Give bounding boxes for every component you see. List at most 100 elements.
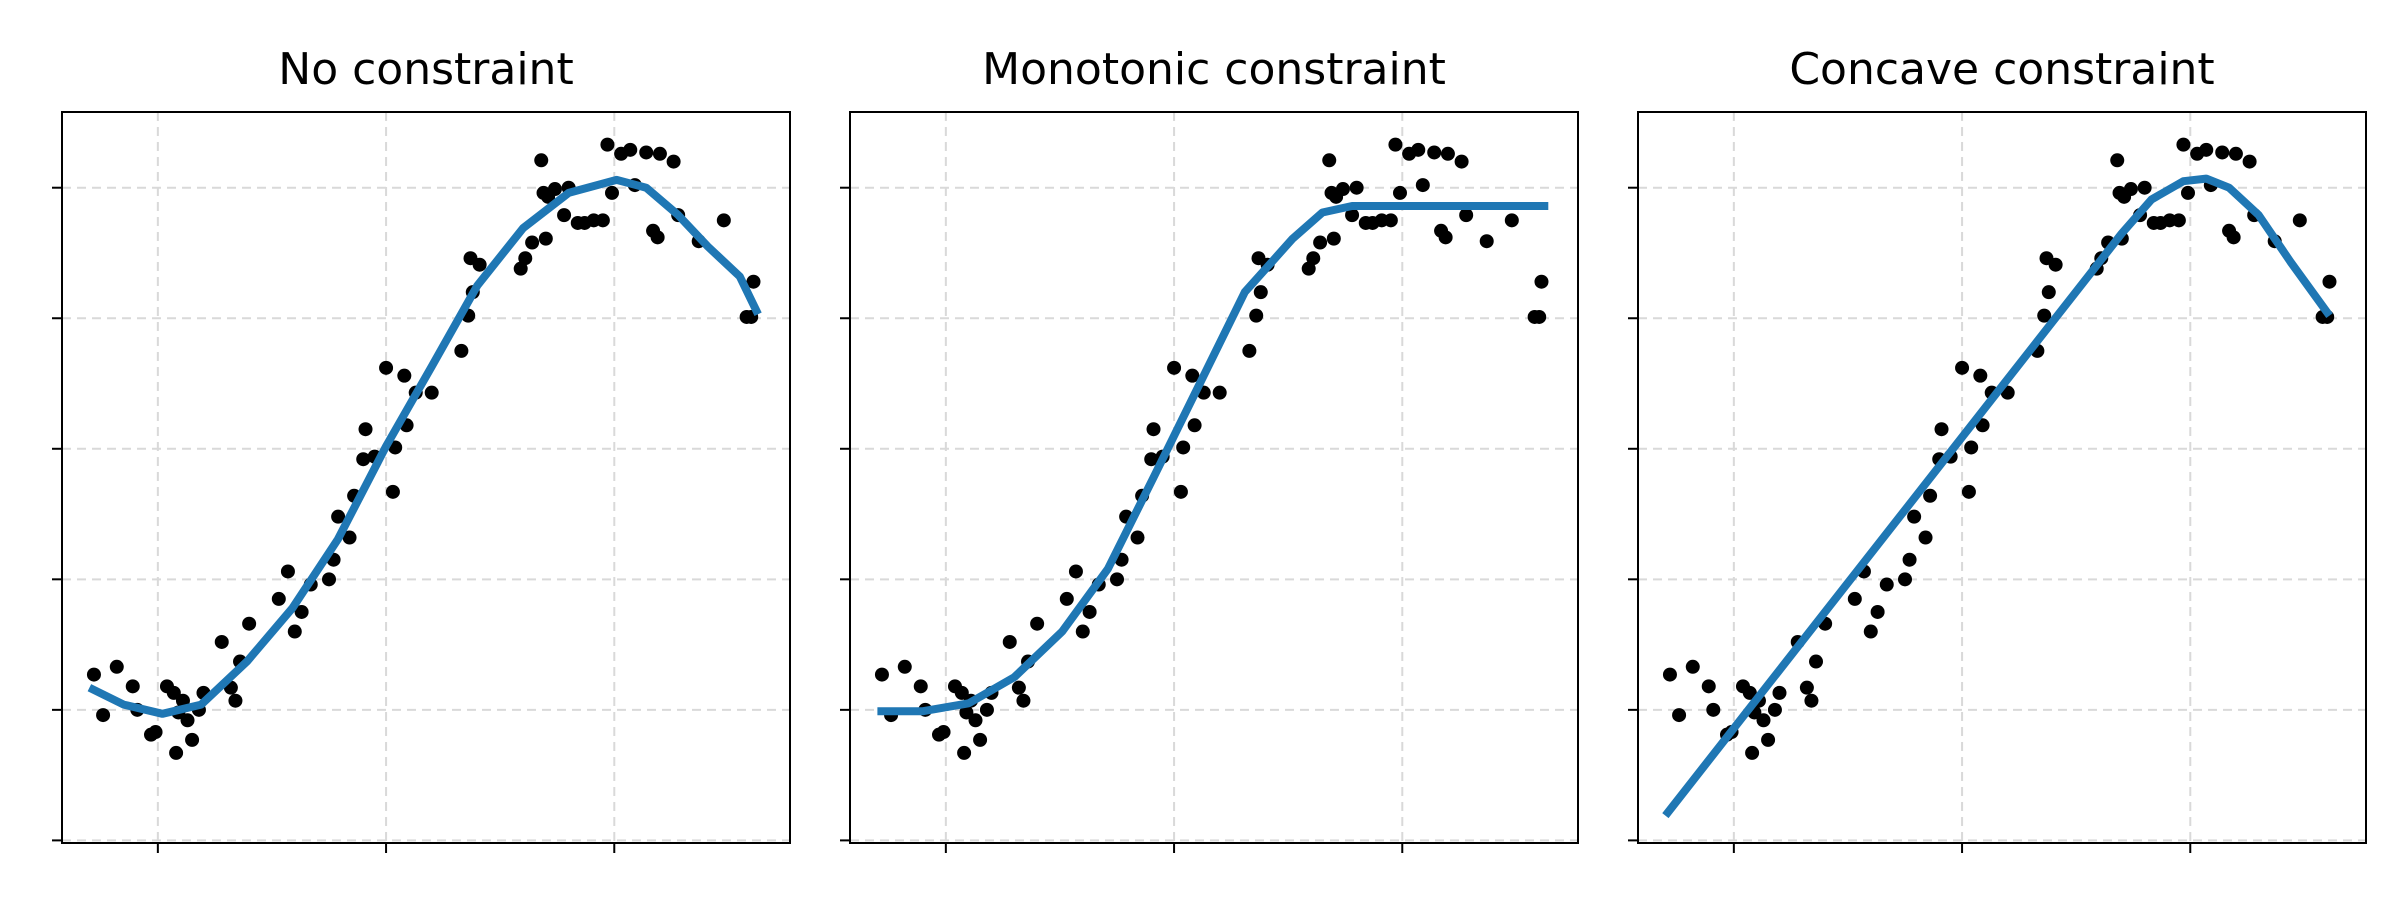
data-point [1345,208,1360,223]
data-point [1326,231,1341,246]
panel: No constraint [52,44,791,853]
data-point [1847,591,1862,606]
data-point [1306,251,1321,266]
data-point [979,702,994,717]
data-point [322,572,337,587]
data-point [385,484,400,499]
data-point [1167,360,1182,375]
data-point [1706,702,1721,717]
data-point [534,153,549,168]
panel-title: Concave constraint [1789,44,2214,95]
data-point [1253,285,1268,300]
data-point [1973,368,1988,383]
data-point [1534,274,1549,289]
data-point [228,693,243,708]
data-point [652,146,667,161]
data-point [1185,368,1200,383]
panel: Concave constraint [1628,44,2367,853]
data-point [874,667,889,682]
data-point [1479,234,1494,249]
data-point [1440,146,1455,161]
data-point [1388,137,1403,152]
data-point [959,705,974,720]
data-point [1918,530,1933,545]
data-point [1454,154,1469,169]
data-point [1146,422,1161,437]
fit-line [87,175,762,718]
fit-line [1662,174,2333,819]
data-point [1672,708,1687,723]
data-point [358,422,373,437]
data-point [1059,591,1074,606]
data-point [2228,146,2243,161]
data-point [1144,452,1159,467]
data-point [595,213,610,228]
data-point [242,616,257,631]
data-point [271,591,286,606]
data-point [1011,680,1026,695]
data-point [968,713,983,728]
plot-area [1662,137,2337,819]
data-point [1301,261,1316,276]
data-point [1804,693,1819,708]
data-point [1242,343,1257,358]
data-point [1383,213,1398,228]
axes-frame [1637,111,2367,844]
data-point [166,685,181,700]
data-point [1176,440,1191,455]
data-point [1745,745,1760,760]
data-point [1662,667,1677,682]
data-point [1016,693,1031,708]
data-point [746,274,761,289]
data-point [86,667,101,682]
data-point [1799,680,1814,695]
data-point [1961,484,1976,499]
data-point [1130,530,1145,545]
data-point [331,509,346,524]
data-point [1701,679,1716,694]
data-point [2123,182,2138,197]
data-point [1082,604,1097,619]
data-point [716,213,731,228]
data-point [2292,213,2307,228]
data-point [650,230,665,245]
data-point [1173,484,1188,499]
data-point [1249,308,1264,323]
data-point [356,452,371,467]
data-point [280,564,295,579]
data-point [1685,659,1700,674]
data-point [525,235,540,250]
data-point [1411,142,1426,157]
data-point [1427,145,1442,160]
data-point [1934,422,1949,437]
data-point [1767,702,1782,717]
data-point [1863,624,1878,639]
data-point [1898,572,1913,587]
data-point [1415,178,1430,193]
data-point [2199,142,2214,157]
data-point [1075,624,1090,639]
data-point [125,679,140,694]
data-point [1964,440,1979,455]
data-point [1772,685,1787,700]
data-point [424,385,439,400]
data-point [294,604,309,619]
data-point [1907,509,1922,524]
data-point [2137,180,2152,195]
data-point [454,343,469,358]
data-point [954,685,969,700]
data-point [639,145,654,160]
data-point [666,154,681,169]
data-point [1761,732,1776,747]
data-point [1459,208,1474,223]
data-point [2110,153,2125,168]
data-point [1955,360,1970,375]
data-point [1335,182,1350,197]
data-point [557,208,572,223]
data-point [1002,634,1017,649]
data-point [2242,154,2257,169]
data-point [2226,230,2241,245]
data-point [1187,418,1202,433]
